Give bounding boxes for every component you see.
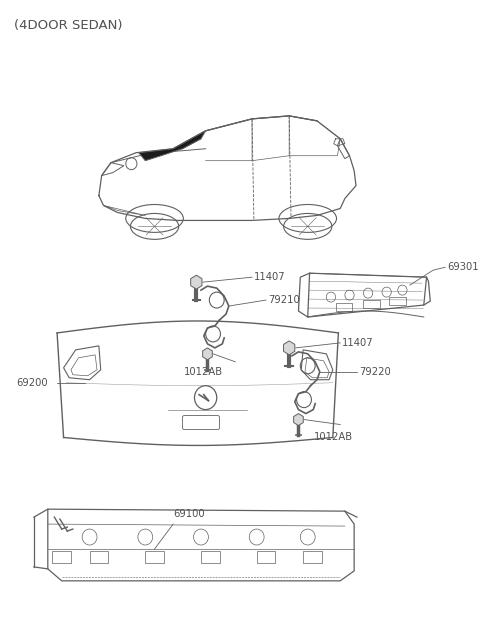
Text: 79210: 79210 [268,295,300,305]
Text: 69200: 69200 [16,378,48,388]
Bar [336,303,352,311]
Bar [90,551,108,563]
Bar [363,300,380,308]
Bar [257,551,275,563]
Text: 1012AB: 1012AB [184,367,223,377]
Polygon shape [203,348,212,360]
Text: 11407: 11407 [342,338,374,348]
Bar [52,551,71,563]
Text: 11407: 11407 [254,272,286,282]
Bar [201,551,219,563]
Text: 79220: 79220 [359,367,391,377]
Bar [303,551,322,563]
Bar [389,297,406,305]
Text: (4DOOR SEDAN): (4DOOR SEDAN) [14,19,123,32]
Text: 69100: 69100 [173,509,205,519]
Polygon shape [139,131,205,161]
Bar [145,551,164,563]
Polygon shape [191,275,202,289]
Polygon shape [294,413,303,425]
Polygon shape [284,341,295,355]
Text: 69301: 69301 [447,262,479,272]
Text: 1012AB: 1012AB [314,432,353,443]
